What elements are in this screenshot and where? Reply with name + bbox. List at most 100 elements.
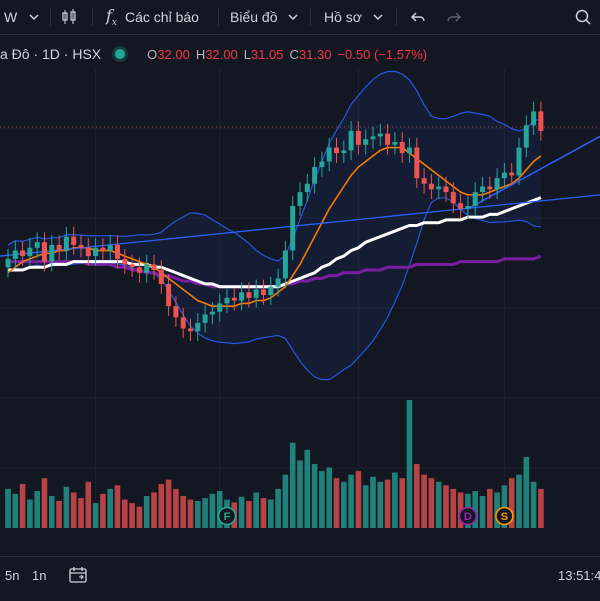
volume-bar: [289, 442, 296, 528]
interval-selector[interactable]: W: [4, 0, 17, 34]
volume-bar: [377, 481, 384, 528]
high-key: H: [195, 46, 206, 62]
event-marker-f[interactable]: F: [217, 506, 237, 526]
toolbar-divider: [396, 8, 397, 26]
volume-bar: [333, 478, 340, 528]
candle: [180, 307, 186, 339]
candle: [63, 226, 69, 261]
volume-bar: [78, 498, 84, 528]
range-1n-label: 1n: [32, 567, 47, 583]
bollinger-bands: [7, 70, 542, 381]
volume-bar: [362, 485, 369, 528]
volume-bar: [326, 467, 332, 528]
volume-bar: [202, 498, 208, 528]
candle: [20, 240, 26, 266]
candle: [27, 238, 33, 266]
volume-bar: [530, 481, 537, 528]
volume-bar: [100, 493, 106, 528]
bollinger-fill: [8, 71, 541, 380]
candle: [100, 238, 106, 261]
volume-bar: [63, 486, 70, 528]
low-value: 31.05: [250, 46, 284, 62]
chart-type-button[interactable]: Biểu đồ: [230, 0, 299, 34]
candle: [188, 318, 193, 341]
event-marker-s[interactable]: S: [495, 506, 514, 526]
close-key: C: [289, 46, 299, 62]
event-marker-letter: D: [464, 511, 472, 523]
indicators-label: Các chỉ báo: [125, 9, 199, 25]
candle-body: [458, 203, 464, 209]
candle: [115, 235, 120, 269]
high-value: 32.00: [205, 46, 238, 62]
candle-body: [224, 297, 230, 304]
volume-bar: [384, 479, 391, 528]
volume-bar: [487, 488, 493, 528]
candle: [166, 274, 172, 316]
volume-bar: [443, 485, 449, 528]
volume-bar: [136, 506, 143, 528]
volume-bar: [195, 500, 201, 528]
volume-bar: [122, 499, 128, 528]
candle-body: [49, 244, 55, 262]
candle-body: [377, 133, 383, 137]
candle: [290, 196, 296, 261]
candle-body: [34, 242, 40, 248]
volume-bar: [399, 478, 405, 528]
candle-body: [385, 133, 391, 145]
volume-bar: [457, 492, 464, 528]
candle-body: [93, 247, 99, 257]
candle-body: [297, 192, 303, 206]
price-chart[interactable]: FDS Tháng 4Tháng NămTháng 6Tháng 7: [0, 68, 600, 530]
volume-bar: [56, 500, 62, 528]
range-5n-button[interactable]: 5n: [5, 557, 19, 593]
ma-mid-line: [8, 196, 542, 289]
candle-body: [334, 147, 339, 154]
candle-body: [129, 264, 135, 268]
candle-body: [42, 242, 47, 262]
volume-bar: [494, 492, 500, 528]
volume-bar: [508, 478, 515, 528]
candle-body: [319, 161, 325, 168]
volume-bar: [238, 496, 245, 528]
candle-body: [304, 183, 310, 193]
volume-bar: [253, 492, 259, 528]
candle-body: [71, 236, 77, 245]
candle: [377, 123, 383, 147]
candle-body: [202, 314, 208, 323]
range-5n-label: 5n: [5, 567, 20, 583]
redo-icon[interactable]: [446, 0, 462, 34]
market-status-icon: [115, 49, 126, 59]
candle: [144, 254, 150, 283]
calendar-icon[interactable]: [68, 557, 88, 593]
profile-button[interactable]: Hồ sơ: [324, 0, 384, 34]
clock-label[interactable]: 13:51:4: [558, 557, 600, 593]
candle: [458, 193, 464, 219]
candle: [42, 232, 47, 272]
search-icon[interactable]: [574, 0, 592, 34]
symbol-label[interactable]: a Đô · 1D · HSX: [0, 46, 102, 62]
candle-type-icon[interactable]: [60, 0, 78, 34]
volume-bar: [472, 491, 478, 528]
candle: [443, 176, 449, 202]
candle: [399, 132, 405, 163]
candle-body: [487, 186, 493, 190]
candle-body: [12, 250, 18, 259]
candle-body: [363, 139, 369, 145]
range-1n-button[interactable]: 1n: [32, 557, 46, 593]
candle: [85, 238, 91, 266]
indicators-button[interactable]: fx Các chỉ báo: [106, 0, 199, 34]
event-marker-d[interactable]: D: [458, 506, 478, 526]
candle-body: [480, 186, 485, 193]
candle: [49, 235, 55, 272]
candle-body: [341, 150, 347, 154]
volume-bar: [275, 488, 281, 528]
undo-icon[interactable]: [410, 0, 426, 34]
candle: [355, 121, 361, 155]
candle: [136, 257, 142, 283]
volume-bars: [5, 400, 544, 528]
candle: [319, 151, 325, 177]
candle: [239, 282, 245, 311]
candle: [523, 115, 529, 158]
chevron-down-icon[interactable]: [28, 0, 40, 34]
candle: [407, 137, 412, 163]
